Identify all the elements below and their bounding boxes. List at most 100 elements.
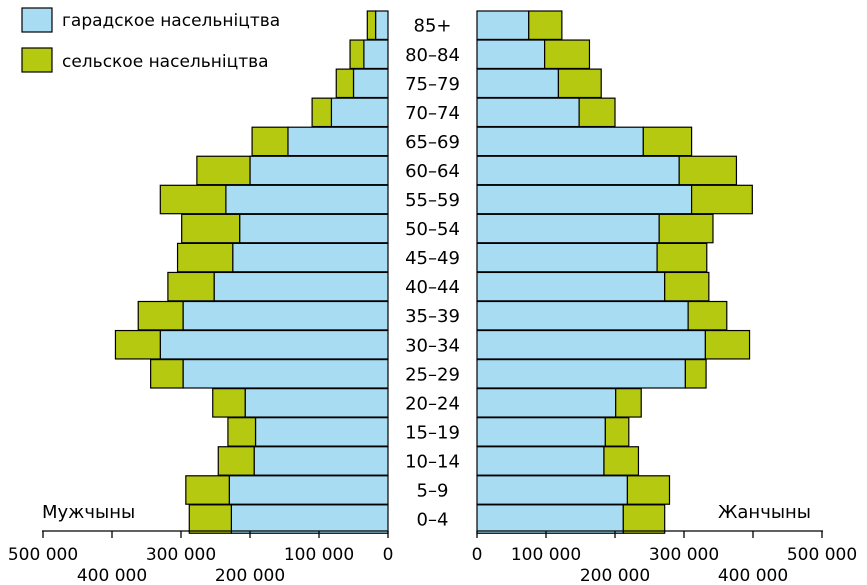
female-bar-rural — [704, 329, 751, 360]
panel-label-female: Жанчыны — [718, 502, 811, 523]
male-axis-tick-label: 400 000 — [77, 566, 147, 585]
male-bar-urban — [363, 39, 389, 70]
female-bar-rural — [615, 388, 642, 418]
male-bar-rural — [176, 242, 234, 273]
male-bar-rural — [137, 300, 184, 331]
female-bar-urban — [476, 68, 560, 99]
age-label: 20–24 — [405, 393, 460, 414]
age-label: 65–69 — [405, 132, 460, 153]
legend-swatch-rural — [21, 47, 53, 73]
age-label: 25–29 — [405, 364, 460, 385]
female-bar-urban — [476, 300, 689, 331]
female-bar-urban — [476, 359, 686, 389]
male-axis-tick-label: 100 000 — [284, 545, 354, 565]
female-axis-tick-label: 500 000 — [787, 545, 857, 565]
male-bar-urban — [225, 184, 389, 215]
female-axis-tick-label: 0 — [472, 545, 483, 565]
female-bar-urban — [476, 271, 666, 302]
male-axis-tick-label: 500 000 — [8, 545, 78, 565]
female-bar-urban — [476, 213, 660, 244]
male-bar-urban — [230, 504, 389, 534]
female-bar-rural — [557, 68, 602, 99]
male-bar-urban — [182, 359, 389, 389]
male-bar-urban — [254, 417, 389, 447]
age-label: 60–64 — [405, 161, 460, 182]
female-bar-rural — [528, 10, 563, 40]
male-bar-urban — [244, 388, 389, 418]
female-bar-rural — [690, 184, 753, 215]
age-label: 40–44 — [405, 277, 460, 298]
age-label: 70–74 — [405, 103, 460, 124]
legend-swatch-urban — [21, 7, 53, 33]
female-bar-urban — [476, 126, 644, 157]
male-bar-urban — [228, 475, 389, 505]
female-axis-tick-label: 100 000 — [511, 545, 581, 565]
female-bar-rural — [578, 97, 616, 128]
panel-label-male: Мужчыны — [42, 502, 135, 523]
legend-label-urban: гарадское насельніцтва — [62, 11, 280, 31]
male-axis-tick-label: 200 000 — [215, 566, 285, 585]
female-axis-tick-label: 200 000 — [580, 566, 650, 585]
female-bar-rural — [544, 39, 591, 70]
male-bar-rural — [366, 10, 377, 40]
female-bar-urban — [476, 184, 693, 215]
female-bars — [476, 10, 753, 534]
male-bar-rural — [185, 475, 230, 505]
female-bar-urban — [476, 10, 530, 40]
age-label: 10–14 — [405, 451, 460, 472]
male-bar-rural — [114, 329, 161, 360]
male-bar-urban — [287, 126, 389, 157]
male-bar-rural — [150, 359, 184, 389]
female-bar-urban — [476, 446, 605, 476]
female-bar-rural — [684, 359, 707, 389]
female-bar-urban — [476, 417, 606, 447]
female-bar-rural — [687, 300, 728, 331]
age-group-labels: 85+ 80–84 75–79 70–74 65–69 60–64 55–59 50–54 45… — [405, 16, 460, 531]
female-bar-urban — [476, 504, 624, 534]
male-bar-rural — [311, 97, 333, 128]
female-bar-urban — [476, 388, 617, 418]
female-bar-urban — [476, 39, 546, 70]
male-x-axis: 500 000 300 000 100 000 0 400 000 200 000 — [8, 530, 393, 585]
female-bar-rural — [678, 155, 738, 186]
age-label: 0–4 — [417, 510, 449, 531]
male-bar-rural — [217, 446, 255, 476]
male-bar-rural — [196, 155, 251, 186]
male-bar-urban — [232, 242, 389, 273]
male-bar-urban — [352, 68, 389, 99]
male-bar-rural — [335, 68, 355, 99]
age-label: 5–9 — [417, 481, 449, 502]
male-bar-rural — [227, 417, 257, 447]
male-bar-urban — [182, 300, 389, 331]
female-bar-rural — [658, 213, 714, 244]
female-bar-rural — [656, 242, 708, 273]
age-label: 55–59 — [405, 190, 460, 211]
male-bar-rural — [181, 213, 241, 244]
male-bar-rural — [251, 126, 289, 157]
male-bar-urban — [213, 271, 389, 302]
female-bar-rural — [664, 271, 710, 302]
legend-label-rural: сельское насельніцтва — [62, 52, 269, 72]
female-bar-urban — [476, 475, 629, 505]
female-bar-rural — [604, 417, 630, 447]
age-label: 15–19 — [405, 422, 460, 443]
age-label: 75–79 — [405, 74, 460, 95]
male-bar-urban — [374, 10, 389, 40]
male-bar-urban — [249, 155, 389, 186]
male-bar-urban — [330, 97, 389, 128]
male-bar-rural — [188, 504, 232, 534]
male-bar-urban — [159, 329, 389, 360]
age-label: 45–49 — [405, 248, 460, 269]
age-label: 30–34 — [405, 335, 460, 356]
male-bar-urban — [239, 213, 389, 244]
male-bar-rural — [349, 39, 365, 70]
female-bar-urban — [476, 97, 580, 128]
female-x-axis: 0 100 000 300 000 500 000 200 000 400 000 — [472, 530, 857, 585]
age-label: 80–84 — [405, 45, 460, 66]
age-label: 85+ — [414, 16, 452, 37]
legend: гарадское насельніцтва сельское насельні… — [21, 7, 280, 73]
female-bar-urban — [476, 155, 680, 186]
female-bar-rural — [622, 504, 666, 534]
female-axis-tick-label: 300 000 — [649, 545, 719, 565]
